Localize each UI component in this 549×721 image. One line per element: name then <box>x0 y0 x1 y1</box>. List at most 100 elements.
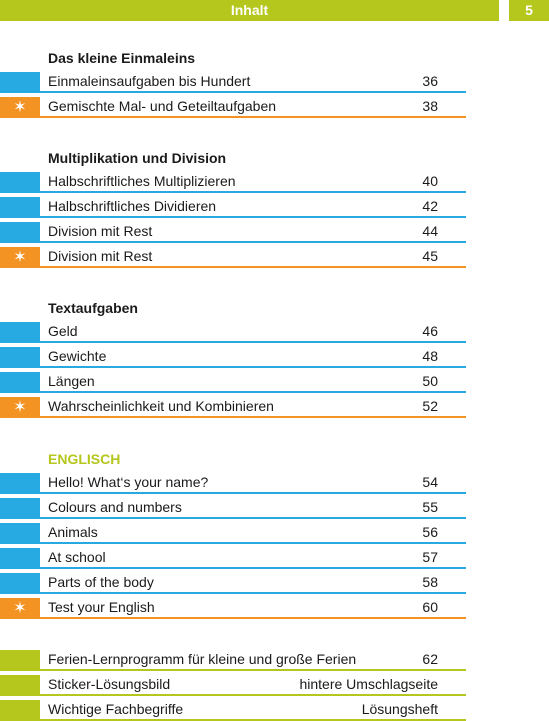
toc-entry-label: Colours and numbers <box>48 499 182 515</box>
toc-entry[interactable]: Hello! What‘s your name? 54 <box>0 469 466 494</box>
blue-marker <box>0 172 40 193</box>
toc-entry-page: 42 <box>422 198 438 214</box>
toc-entry-label: Ferien-Lernprogramm für kleine und große… <box>48 651 357 667</box>
star-icon: ✶ <box>13 99 27 116</box>
toc-entry-page: 38 <box>422 98 438 114</box>
toc-entry-label: Einmaleinsaufgaben bis Hundert <box>48 73 251 89</box>
toc-entry[interactable]: ✶ Division mit Rest 45 <box>0 243 466 268</box>
blue-marker <box>0 347 40 368</box>
section-title: Textaufgaben <box>48 300 138 316</box>
entry-underline <box>40 191 466 193</box>
toc-entry-page: 52 <box>422 398 438 414</box>
toc-entry-label: Parts of the body <box>48 574 154 590</box>
toc-entry-label: Gewichte <box>48 348 107 364</box>
blue-marker <box>0 548 40 569</box>
blue-marker <box>0 222 40 243</box>
toc-entry-page: 54 <box>422 474 438 490</box>
toc-entry-page: 46 <box>422 323 438 339</box>
entry-underline <box>40 341 466 343</box>
toc-entry-label: Division mit Rest <box>48 223 153 239</box>
green-marker <box>0 700 40 721</box>
entry-underline <box>40 91 466 93</box>
entry-underline <box>40 617 466 619</box>
toc-entry[interactable]: ✶ Test your English 60 <box>0 594 466 619</box>
toc-entry-page: 40 <box>422 173 438 189</box>
orange-marker: ✶ <box>0 397 40 418</box>
toc-entry[interactable]: Wichtige Fachbegriffe Lösungsheft <box>0 696 466 721</box>
toc-entry-label: Wahrscheinlichkeit und Kombinieren <box>48 398 274 414</box>
page-number: 5 <box>509 0 549 21</box>
toc-entry-label: Geld <box>48 323 78 339</box>
entry-underline <box>40 391 466 393</box>
toc-entry-page: 56 <box>422 524 438 540</box>
blue-marker <box>0 573 40 594</box>
orange-marker: ✶ <box>0 247 40 268</box>
section-title: ENGLISCH <box>48 451 121 467</box>
toc-entry[interactable]: ✶ Gemischte Mal- und Geteiltaufgaben 38 <box>0 93 466 118</box>
toc-entry-page: 45 <box>422 248 438 264</box>
star-icon: ✶ <box>13 399 27 416</box>
toc-entry-label: At school <box>48 549 106 565</box>
toc-entry-label: Gemischte Mal- und Geteiltaufgaben <box>48 98 277 114</box>
toc-entry-page: 58 <box>422 574 438 590</box>
blue-marker <box>0 72 40 93</box>
toc-entry[interactable]: Animals 56 <box>0 519 466 544</box>
toc-entry[interactable]: Halbschriftliches Multiplizieren 40 <box>0 168 466 193</box>
entry-underline <box>40 116 466 118</box>
green-marker <box>0 650 40 671</box>
entry-underline <box>40 592 466 594</box>
toc-entry[interactable]: Längen 50 <box>0 368 466 393</box>
entry-underline <box>40 216 466 218</box>
entry-underline <box>40 542 466 544</box>
toc-entry-page: 55 <box>422 499 438 515</box>
toc-entry-label: Test your English <box>48 599 155 615</box>
toc-entry[interactable]: ✶ Wahrscheinlichkeit und Kombinieren 52 <box>0 393 466 418</box>
green-marker <box>0 675 40 696</box>
toc-entry-label: Halbschriftliches Multiplizieren <box>48 173 236 189</box>
toc-entry[interactable]: Parts of the body 58 <box>0 569 466 594</box>
toc-entry-label: Division mit Rest <box>48 248 153 264</box>
entry-underline <box>40 517 466 519</box>
toc-entry-label: Sticker-Lösungsbild <box>48 676 171 692</box>
toc-entry-page: hintere Umschlagseite <box>299 676 438 692</box>
toc-entry-label: Halbschriftliches Dividieren <box>48 198 217 214</box>
star-icon: ✶ <box>13 600 27 617</box>
entry-underline <box>40 366 466 368</box>
toc-entry[interactable]: Colours and numbers 55 <box>0 494 466 519</box>
toc-entry[interactable]: Sticker-Lösungsbild hintere Umschlagseite <box>0 671 466 696</box>
toc-entry[interactable]: Gewichte 48 <box>0 343 466 368</box>
orange-marker: ✶ <box>0 97 40 118</box>
entry-underline <box>40 694 466 696</box>
blue-marker <box>0 523 40 544</box>
toc-entry-label: Wichtige Fachbegriffe <box>48 701 184 717</box>
toc-entry-page: 57 <box>422 549 438 565</box>
page-title: Inhalt <box>230 2 269 18</box>
toc-entry-page: 44 <box>422 223 438 239</box>
toc-entry-label: Hello! What‘s your name? <box>48 474 209 490</box>
orange-marker: ✶ <box>0 598 40 619</box>
blue-marker <box>0 197 40 218</box>
toc-entry[interactable]: Geld 46 <box>0 318 466 343</box>
entry-underline <box>40 266 466 268</box>
toc-entry-page: 60 <box>422 599 438 615</box>
toc-entry-page: 48 <box>422 348 438 364</box>
blue-marker <box>0 473 40 494</box>
blue-marker <box>0 498 40 519</box>
toc-entry-page: Lösungsheft <box>361 701 438 717</box>
toc-entry-page: 50 <box>422 373 438 389</box>
entry-underline <box>40 416 466 418</box>
toc-entry[interactable]: Halbschriftliches Dividieren 42 <box>0 193 466 218</box>
blue-marker <box>0 322 40 343</box>
toc-entry-page: 62 <box>422 651 438 667</box>
entry-underline <box>40 241 466 243</box>
toc-entry[interactable]: Einmaleinsaufgaben bis Hundert 36 <box>0 68 466 93</box>
blue-marker <box>0 372 40 393</box>
toc-entry-label: Längen <box>48 373 95 389</box>
entry-underline <box>40 567 466 569</box>
toc-entry[interactable]: At school 57 <box>0 544 466 569</box>
toc-entry-label: Animals <box>48 524 98 540</box>
toc-entry[interactable]: Ferien-Lernprogramm für kleine und große… <box>0 646 466 671</box>
star-icon: ✶ <box>13 249 27 266</box>
toc-entry-page: 36 <box>422 73 438 89</box>
toc-entry[interactable]: Division mit Rest 44 <box>0 218 466 243</box>
